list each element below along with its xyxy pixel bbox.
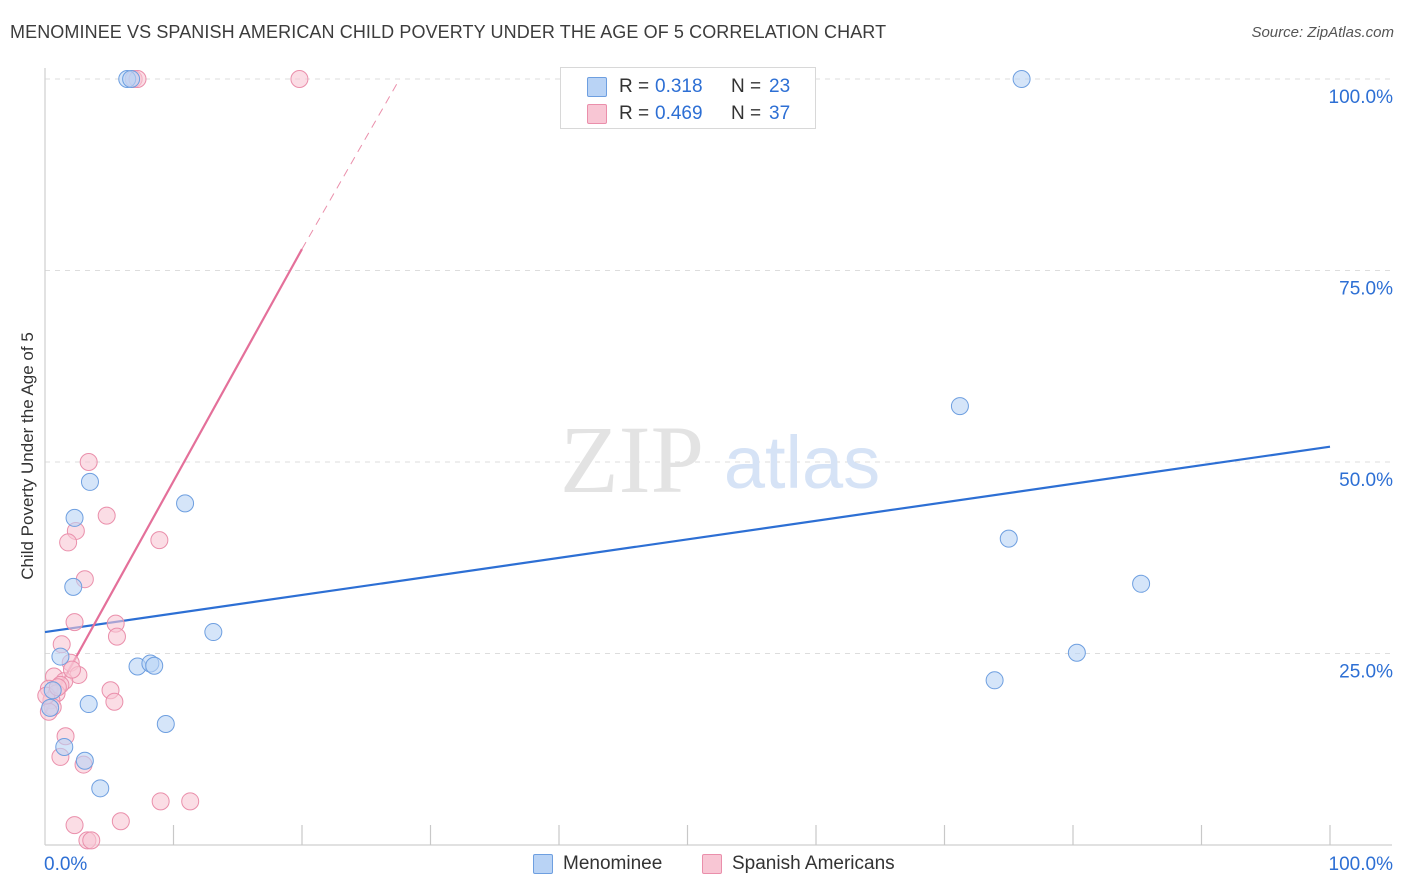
menominee-point xyxy=(145,656,164,675)
axes xyxy=(44,68,1392,846)
spanish-point xyxy=(151,792,170,811)
y-tick-label: 75.0% xyxy=(1339,279,1393,300)
x-tick-label: 100.0% xyxy=(1329,854,1394,875)
x-tick-label: 0.0% xyxy=(44,854,87,875)
spanish-point xyxy=(105,692,124,711)
spanish-point xyxy=(111,812,130,831)
menominee-point xyxy=(985,671,1004,690)
data-points xyxy=(37,70,1151,850)
legend-r-label: R = xyxy=(619,103,650,124)
spanish-point xyxy=(82,831,101,850)
menominee-point xyxy=(204,623,223,642)
bottom-legend-spanish: Spanish Americans xyxy=(702,851,895,877)
legend: R = 0.318 N = 23 R = 0.469 N = 37 xyxy=(560,67,816,129)
spanish-point xyxy=(65,613,84,632)
chart-title: MENOMINEE VS SPANISH AMERICAN CHILD POVE… xyxy=(10,22,887,42)
watermark-atlas: atlas xyxy=(724,421,880,504)
spanish-point xyxy=(290,70,309,88)
legend-n-label: N = xyxy=(731,103,762,124)
menominee-point xyxy=(65,508,84,527)
source-label: Source: ZipAtlas.com xyxy=(1251,24,1394,41)
legend-r-value: 0.318 xyxy=(655,76,703,97)
menominee-trend-line xyxy=(44,445,1331,634)
menominee-point xyxy=(122,70,141,88)
bottom-legend-label-menominee: Menominee xyxy=(563,853,663,874)
legend-n-value: 23 xyxy=(769,76,791,97)
spanish-point xyxy=(59,533,78,552)
menominee-point xyxy=(41,698,60,717)
trend-lines xyxy=(44,78,1331,714)
tick-labels: 25.0% 50.0% 75.0% 100.0% 0.0% 100.0% xyxy=(44,87,1393,875)
menominee-point xyxy=(55,737,74,756)
bottom-legend-swatch-spanish xyxy=(702,854,722,874)
legend-n-label: N = xyxy=(731,76,762,97)
menominee-point xyxy=(1132,574,1151,593)
spanish-point xyxy=(97,506,116,525)
legend-row-menominee: R = 0.318 N = 23 xyxy=(587,75,790,99)
legend-swatch-menominee xyxy=(587,77,607,97)
spanish-point xyxy=(150,531,169,550)
watermark: ZIP atlas xyxy=(560,406,880,513)
watermark-zip: ZIP xyxy=(560,406,704,513)
y-tick-label: 100.0% xyxy=(1329,87,1394,108)
grid-lines xyxy=(45,78,1392,654)
spanish-point xyxy=(79,453,98,471)
menominee-point xyxy=(43,681,62,700)
y-tick-label: 25.0% xyxy=(1339,662,1393,683)
spanish-trend-line xyxy=(44,248,303,714)
y-tick-label: 50.0% xyxy=(1339,470,1393,491)
menominee-point xyxy=(999,529,1018,548)
menominee-point xyxy=(1067,643,1086,662)
menominee-point xyxy=(156,714,175,733)
bottom-legend-swatch-menominee xyxy=(533,854,553,874)
spanish-point xyxy=(181,792,200,811)
bottom-legend-label-spanish: Spanish Americans xyxy=(732,853,895,874)
legend-r-value: 0.469 xyxy=(655,103,703,124)
menominee-point xyxy=(80,472,99,491)
menominee-point xyxy=(75,751,94,770)
bottom-legend-menominee: Menominee xyxy=(533,851,662,877)
legend-row-spanish: R = 0.469 N = 37 xyxy=(587,102,790,126)
spanish-point xyxy=(65,816,84,835)
menominee-point xyxy=(1012,70,1031,88)
spanish-trend-extension xyxy=(301,78,401,250)
menominee-point xyxy=(950,397,969,416)
spanish-point xyxy=(107,627,126,646)
menominee-point xyxy=(176,494,195,513)
spanish-point xyxy=(62,660,81,679)
menominee-point xyxy=(51,647,70,666)
legend-r-label: R = xyxy=(619,76,650,97)
menominee-point xyxy=(79,695,98,714)
legend-n-value: 37 xyxy=(769,103,791,124)
menominee-point xyxy=(64,577,83,596)
legend-swatch-spanish xyxy=(587,104,607,124)
menominee-point xyxy=(91,779,110,798)
